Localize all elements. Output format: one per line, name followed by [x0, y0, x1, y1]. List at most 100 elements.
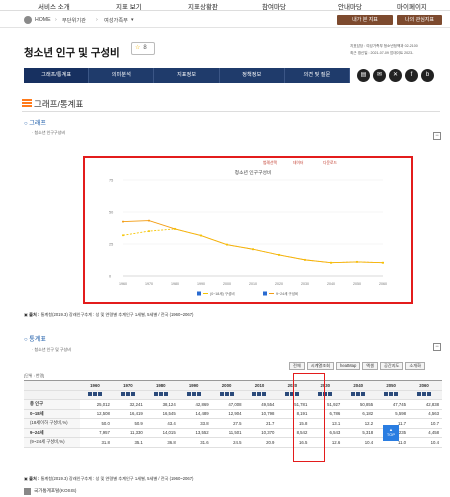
table-cell: 13,552 [178, 428, 212, 438]
chart-icon[interactable] [351, 392, 356, 397]
chart-icon[interactable] [186, 392, 191, 397]
table-cell: 12,904 [211, 409, 245, 419]
twitter-icon[interactable]: ✕ [389, 69, 402, 82]
table-cell: 50.9 [112, 418, 146, 429]
chart-toolbar-0[interactable]: 범례선택 [263, 160, 277, 165]
column-tools[interactable] [310, 389, 344, 400]
legend-checkbox[interactable] [263, 291, 267, 296]
column-tools[interactable] [244, 389, 278, 400]
nav-item-guide[interactable]: 안내마당 [338, 4, 362, 11]
print-icon[interactable]: ▤ [357, 69, 370, 82]
info-icon[interactable] [295, 392, 300, 397]
favorite-button[interactable]: ☆ 8 [131, 42, 155, 55]
map-icon[interactable] [323, 392, 328, 397]
tab-policy-info[interactable]: 정책정보 [220, 68, 285, 83]
info-icon[interactable] [229, 392, 234, 397]
info-icon[interactable] [361, 392, 366, 397]
chart-icon[interactable] [285, 392, 290, 397]
legend-label: (0~18세) 구성비 [210, 291, 235, 296]
email-icon[interactable]: ✉ [373, 69, 386, 82]
info-icon[interactable] [427, 392, 432, 397]
facebook-icon[interactable]: f [405, 69, 418, 82]
kosis-link[interactable]: 국가통계포털(KOSIS) [34, 488, 77, 493]
stats-subheading: ○ 통계표 [24, 337, 46, 343]
table-cell: 6,786 [310, 409, 344, 419]
table-cell: 10.7 [409, 418, 442, 429]
chart-icon[interactable] [219, 392, 224, 397]
timeseries-button[interactable]: 시계열조회 [306, 362, 334, 370]
map-icon[interactable] [257, 392, 262, 397]
table-cell: 24.5 [211, 437, 245, 448]
scroll-top-button[interactable]: ▲ TOP [383, 425, 399, 441]
breadcrumb-level1[interactable]: 부단위기관 [62, 18, 86, 24]
table-row: (9~24세 구성비,%) 31.8 35.1 36.8 31.6 24.5 20.9 16.… [24, 437, 442, 448]
chart-icon[interactable] [87, 392, 92, 397]
info-icon[interactable] [262, 392, 267, 397]
intro-button[interactable]: 소개화 [405, 362, 425, 370]
map-icon[interactable] [224, 392, 229, 397]
collapse-icon[interactable]: − [433, 343, 441, 351]
column-tools[interactable] [178, 389, 212, 400]
column-tools[interactable] [409, 389, 442, 400]
legend-checkbox[interactable] [197, 291, 201, 296]
info-icon[interactable] [130, 392, 135, 397]
nav-item-dashboard[interactable]: 지표상황판 [188, 4, 218, 11]
chart-icon[interactable] [120, 392, 125, 397]
info-icon[interactable] [163, 392, 168, 397]
column-tools[interactable] [211, 389, 245, 400]
map-icon[interactable] [125, 392, 130, 397]
map-icon[interactable] [422, 392, 427, 397]
info-icon[interactable] [394, 392, 399, 397]
chevron-down-icon[interactable]: ▾ [131, 17, 134, 23]
chart-icon[interactable] [153, 392, 158, 397]
blog-icon[interactable]: b [421, 69, 434, 82]
tab-indicator-info[interactable]: 지표정보 [154, 68, 220, 83]
column-tools[interactable] [343, 389, 377, 400]
info-icon[interactable] [328, 392, 333, 397]
my-viewed-indicators-button[interactable]: 내가 본 지표 [337, 15, 393, 25]
info-icon[interactable] [196, 392, 201, 397]
table-source: ▣ 출처 : 통계청(2019.3) 장래인구추계 : 성 및 연령별 추계인구… [24, 476, 194, 481]
column-tools[interactable] [112, 389, 146, 400]
map-icon[interactable] [356, 392, 361, 397]
column-tools[interactable] [376, 389, 410, 400]
header-corner [24, 389, 80, 400]
nav-item-mypage[interactable]: 마이페이지 [397, 4, 427, 11]
nav-item-participation[interactable]: 참여마당 [262, 4, 286, 11]
my-interest-indicators-button[interactable]: 나의 관심지표 [397, 15, 442, 25]
tab-opinion-question[interactable]: 의견 및 질문 [285, 68, 351, 83]
spatial-map-button[interactable]: 공간지도 [380, 362, 404, 370]
column-tools[interactable] [145, 389, 179, 400]
tab-meaning-analysis[interactable]: 의미분석 [89, 68, 155, 83]
all-button[interactable]: 전체 [289, 362, 305, 370]
home-icon[interactable] [24, 16, 32, 24]
collapse-icon[interactable]: − [433, 132, 441, 140]
excel-button[interactable]: 엑셀 [362, 362, 378, 370]
table-cell: 33.8 [178, 418, 212, 429]
breadcrumb-home[interactable]: HOME [35, 17, 51, 23]
chart-icon[interactable] [318, 392, 323, 397]
chart-icon[interactable] [417, 392, 422, 397]
chart-icon[interactable] [252, 392, 257, 397]
info-icon[interactable] [97, 392, 102, 397]
divider [22, 111, 440, 112]
table-cell: 5,318 [343, 428, 377, 438]
map-icon[interactable] [92, 392, 97, 397]
chart-toolbar-2[interactable]: 다운로드 [323, 160, 337, 165]
column-tools[interactable] [80, 389, 113, 400]
kosis-icon [24, 488, 31, 495]
row-label: 0~18세 [24, 409, 80, 419]
heatmap-button[interactable]: heatMap [335, 362, 361, 370]
year-header-row: 1960 1970 1980 1990 2000 2010 2020 2030 2040 2050… [24, 380, 442, 391]
map-icon[interactable] [191, 392, 196, 397]
map-icon[interactable] [158, 392, 163, 397]
map-icon[interactable] [290, 392, 295, 397]
chart-toolbar-1[interactable]: 데이터 [293, 160, 304, 165]
map-icon[interactable] [389, 392, 394, 397]
nav-item-service-intro[interactable]: 서비스 소개 [38, 4, 70, 11]
chart-icon[interactable] [384, 392, 389, 397]
unit-label: [단위 : 천명] [24, 373, 45, 378]
nav-item-view-indicators[interactable]: 지표 보기 [116, 4, 142, 11]
breadcrumb-level2[interactable]: 여성가족부 [104, 18, 128, 24]
tab-graph-table[interactable]: 그래프/통계표 [24, 68, 90, 83]
